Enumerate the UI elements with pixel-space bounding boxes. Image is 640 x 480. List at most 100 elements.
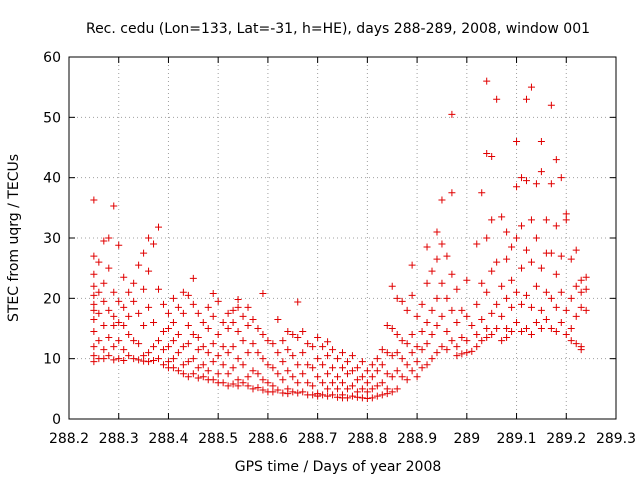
- data-point: [184, 358, 192, 366]
- data-point: [189, 331, 197, 339]
- data-point: [189, 355, 197, 363]
- data-point: [353, 376, 361, 384]
- data-point: [522, 325, 530, 332]
- data-point: [423, 318, 431, 326]
- data-point: [110, 321, 118, 329]
- data-point: [155, 223, 163, 231]
- data-point: [483, 150, 491, 158]
- data-point: [274, 315, 282, 323]
- data-point: [324, 385, 332, 393]
- data-point: [403, 361, 411, 369]
- data-point: [577, 346, 585, 354]
- data-point: [567, 337, 575, 345]
- data-point: [115, 241, 123, 249]
- data-point: [368, 373, 376, 381]
- data-point: [537, 137, 545, 145]
- data-point: [398, 373, 406, 381]
- data-point: [373, 382, 381, 390]
- data-point: [229, 343, 237, 351]
- data-point: [488, 331, 496, 339]
- data-point: [368, 361, 376, 369]
- x-tick-label: 288.7: [298, 431, 338, 447]
- data-point: [244, 303, 252, 311]
- data-point: [164, 325, 172, 332]
- data-point: [383, 370, 391, 378]
- data-point: [105, 264, 113, 272]
- data-point: [393, 349, 401, 357]
- x-tick-label: 289.2: [546, 431, 586, 447]
- data-point: [319, 343, 327, 351]
- data-point: [408, 367, 416, 375]
- data-point: [527, 331, 535, 339]
- data-point: [135, 340, 143, 348]
- data-point: [309, 391, 317, 399]
- data-point: [493, 300, 501, 308]
- x-tick-label: 289.3: [596, 431, 636, 447]
- data-point: [155, 337, 163, 345]
- data-point: [284, 346, 292, 354]
- data-point: [304, 379, 312, 387]
- data-point: [433, 255, 441, 263]
- data-point: [100, 297, 108, 305]
- data-point: [547, 325, 555, 332]
- data-point: [140, 249, 148, 257]
- data-point: [567, 294, 575, 302]
- data-point: [204, 349, 212, 357]
- data-point: [527, 258, 535, 266]
- data-point: [438, 196, 446, 204]
- data-point: [398, 297, 406, 305]
- data-point: [582, 306, 590, 314]
- data-point: [155, 285, 163, 293]
- data-point: [309, 343, 317, 351]
- data-point: [423, 361, 431, 369]
- data-point: [264, 361, 272, 369]
- chart-title: Rec. cedu (Lon=133, Lat=-31, h=HE), days…: [86, 21, 590, 37]
- data-point: [468, 321, 476, 329]
- data-point: [115, 318, 123, 326]
- data-point: [493, 258, 501, 266]
- data-point: [552, 328, 560, 336]
- data-point: [120, 303, 128, 311]
- data-point: [224, 349, 232, 357]
- data-point: [110, 288, 118, 296]
- data-point: [383, 390, 391, 398]
- data-point: [493, 325, 501, 332]
- data-point: [582, 285, 590, 293]
- data-point: [229, 364, 237, 372]
- data-point: [547, 294, 555, 302]
- data-point: [259, 376, 267, 384]
- x-tick-label: 289: [453, 431, 480, 447]
- data-point: [557, 288, 565, 296]
- data-point: [249, 315, 257, 323]
- data-point: [125, 312, 133, 320]
- data-point: [110, 343, 118, 351]
- data-point: [135, 261, 143, 269]
- data-point: [150, 343, 158, 351]
- data-point: [224, 309, 232, 317]
- data-point: [363, 367, 371, 375]
- data-point: [189, 370, 197, 378]
- data-point: [473, 331, 481, 339]
- data-point: [398, 355, 406, 363]
- data-point: [169, 294, 177, 302]
- data-point: [433, 294, 441, 302]
- data-point: [508, 328, 516, 336]
- data-point: [443, 328, 451, 336]
- data-point: [488, 267, 496, 275]
- data-point: [567, 325, 575, 332]
- data-point: [259, 386, 267, 394]
- data-point: [204, 367, 212, 375]
- data-point: [164, 309, 172, 317]
- data-point: [478, 279, 486, 287]
- data-point: [334, 373, 342, 381]
- data-point: [264, 379, 272, 387]
- data-point: [164, 343, 172, 351]
- data-point: [155, 355, 163, 363]
- data-point: [105, 334, 113, 342]
- data-point: [90, 306, 98, 314]
- data-point: [348, 352, 356, 360]
- data-point: [219, 343, 227, 351]
- data-point: [358, 394, 366, 402]
- data-point: [319, 361, 327, 369]
- data-point: [508, 243, 516, 251]
